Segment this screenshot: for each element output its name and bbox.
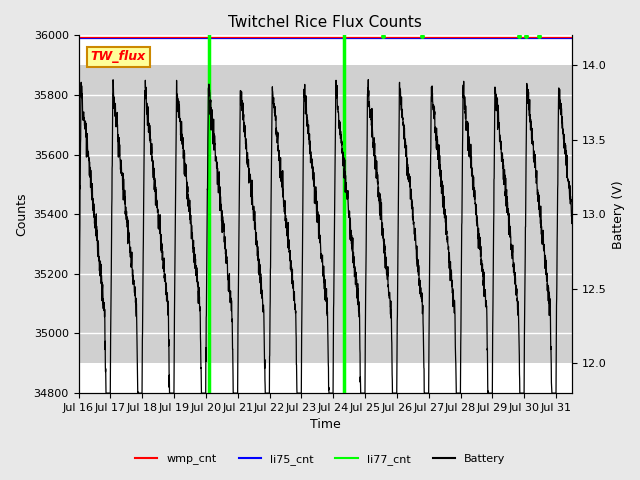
Bar: [79, 65, 572, 363]
Y-axis label: Battery (V): Battery (V): [612, 180, 625, 249]
Title: Twitchel Rice Flux Counts: Twitchel Rice Flux Counts: [228, 15, 422, 30]
Text: TW_flux: TW_flux: [91, 50, 146, 63]
X-axis label: Time: Time: [310, 419, 340, 432]
Y-axis label: Counts: Counts: [15, 192, 28, 236]
Legend: wmp_cnt, li75_cnt, li77_cnt, Battery: wmp_cnt, li75_cnt, li77_cnt, Battery: [131, 450, 509, 469]
